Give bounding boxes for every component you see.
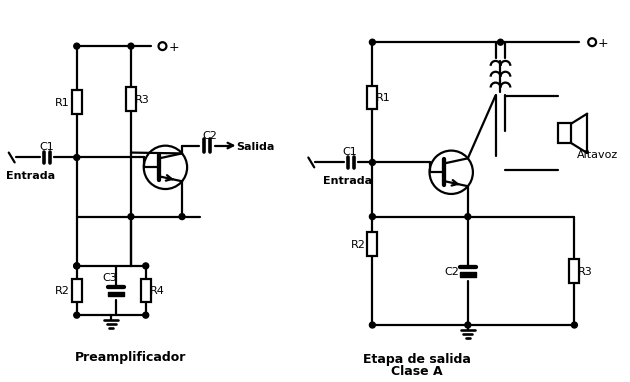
Text: R2: R2 <box>55 286 70 296</box>
Circle shape <box>128 43 134 49</box>
Text: Salida: Salida <box>236 142 275 152</box>
Text: C2: C2 <box>202 131 217 141</box>
Circle shape <box>128 214 134 220</box>
Circle shape <box>74 263 80 269</box>
Text: R1: R1 <box>55 98 70 108</box>
Circle shape <box>465 322 471 328</box>
Text: R3: R3 <box>578 267 593 277</box>
Circle shape <box>369 214 375 220</box>
Circle shape <box>74 155 80 160</box>
Bar <box>558 123 571 143</box>
Bar <box>570 259 580 283</box>
Circle shape <box>74 312 80 318</box>
Circle shape <box>369 39 375 45</box>
Bar <box>126 87 136 111</box>
Circle shape <box>498 39 503 45</box>
Text: R3: R3 <box>135 95 150 105</box>
Bar <box>367 86 377 109</box>
Text: C1: C1 <box>343 147 358 157</box>
Text: Entrada: Entrada <box>323 176 372 186</box>
Circle shape <box>179 214 185 220</box>
Circle shape <box>465 214 471 220</box>
Bar <box>140 279 151 303</box>
Text: Etapa de salida: Etapa de salida <box>363 353 471 366</box>
Circle shape <box>74 263 80 269</box>
Bar <box>72 90 82 113</box>
Circle shape <box>143 263 149 269</box>
Text: R1: R1 <box>376 93 391 103</box>
Circle shape <box>571 322 577 328</box>
Bar <box>72 279 82 303</box>
Circle shape <box>369 322 375 328</box>
Bar <box>367 232 377 256</box>
Text: Preamplificador: Preamplificador <box>75 351 186 364</box>
Circle shape <box>369 159 375 165</box>
Text: Entrada: Entrada <box>6 171 55 181</box>
Text: C3: C3 <box>102 273 117 283</box>
Text: R4: R4 <box>150 286 164 296</box>
Text: C2: C2 <box>444 267 459 277</box>
Circle shape <box>74 43 80 49</box>
Text: R2: R2 <box>351 240 365 250</box>
Text: Altavoz: Altavoz <box>577 150 619 160</box>
Text: +: + <box>168 41 179 54</box>
Text: Clase A: Clase A <box>391 365 442 378</box>
Text: C1: C1 <box>39 142 54 152</box>
Circle shape <box>143 312 149 318</box>
Text: +: + <box>598 37 609 50</box>
